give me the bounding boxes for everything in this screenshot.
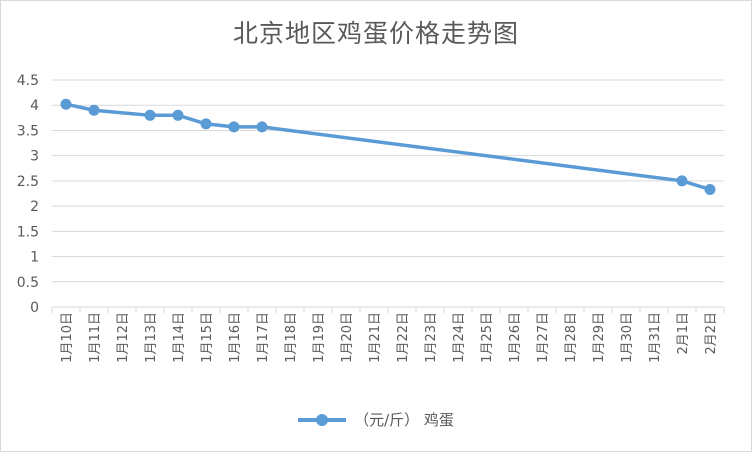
axes <box>51 306 725 313</box>
x-tick-label: 1月10日 <box>60 312 75 363</box>
x-tick-label: 2月1日 <box>676 312 691 355</box>
x-tick-label: 1月12日 <box>116 312 131 363</box>
y-tick-label: 1 <box>30 250 39 266</box>
x-tick-label: 1月27日 <box>536 312 551 363</box>
y-tick-label: 1.5 <box>17 224 39 240</box>
x-tick-label: 1月24日 <box>452 312 467 363</box>
x-tick-label: 1月23日 <box>424 312 439 363</box>
data-point <box>704 183 716 195</box>
x-tick-label: 1月28日 <box>564 312 579 363</box>
y-tick-label: 4.5 <box>17 73 39 89</box>
x-tick-label: 1月16日 <box>228 312 243 363</box>
x-tick-label: 1月18日 <box>284 312 299 363</box>
legend-swatch <box>298 411 347 429</box>
data-point <box>144 109 156 121</box>
y-tick-label: 0 <box>30 300 39 316</box>
series-line <box>64 102 712 192</box>
data-point <box>172 109 184 121</box>
y-tick-label: 4 <box>30 98 39 114</box>
data-point <box>200 118 212 130</box>
x-tick-label: 1月17日 <box>256 312 271 363</box>
x-tick-label: 1月19日 <box>312 312 327 363</box>
x-tick-label: 1月21日 <box>368 312 383 363</box>
gridlines <box>52 79 724 283</box>
data-point <box>88 104 100 116</box>
data-point <box>228 121 240 133</box>
data-point <box>256 121 268 133</box>
x-tick-label: 1月30日 <box>620 312 635 363</box>
x-tick-label: 2月2日 <box>704 312 719 355</box>
x-axis-tick-labels: 1月10日 1月11日 1月12日 1月13日 1月14日 1月15日 1月16日 1月17日… <box>60 312 719 363</box>
x-tick-label: 1月15日 <box>200 312 215 363</box>
data-point <box>60 98 72 110</box>
y-tick-label: 3 <box>30 149 39 165</box>
x-tick-label: 1月31日 <box>648 312 663 363</box>
x-tick-label: 1月11日 <box>88 312 103 363</box>
y-tick-label: 0.5 <box>17 275 39 291</box>
data-point <box>676 175 688 187</box>
x-tick-label: 1月22日 <box>396 312 411 363</box>
x-tick-label: 1月20日 <box>340 312 355 363</box>
x-tick-label: 1月25日 <box>480 312 495 363</box>
y-tick-label: 2 <box>30 199 39 215</box>
x-tick-label: 1月26日 <box>508 312 523 363</box>
legend: （元/斤） 鸡蛋 <box>0 409 752 430</box>
chart-title: 北京地区鸡蛋价格走势图 <box>232 19 519 48</box>
y-tick-label: 3.5 <box>17 123 39 139</box>
legend-label: （元/斤） 鸡蛋 <box>354 411 454 429</box>
x-tick-label: 1月29日 <box>592 312 607 363</box>
y-axis-tick-labels: 0 0.5 1 1.5 2 2.5 3 3.5 4 4.5 <box>17 73 39 316</box>
x-tick-label: 1月13日 <box>144 312 159 363</box>
series <box>60 98 716 195</box>
y-tick-label: 2.5 <box>17 174 39 190</box>
x-tick-label: 1月14日 <box>172 312 187 363</box>
